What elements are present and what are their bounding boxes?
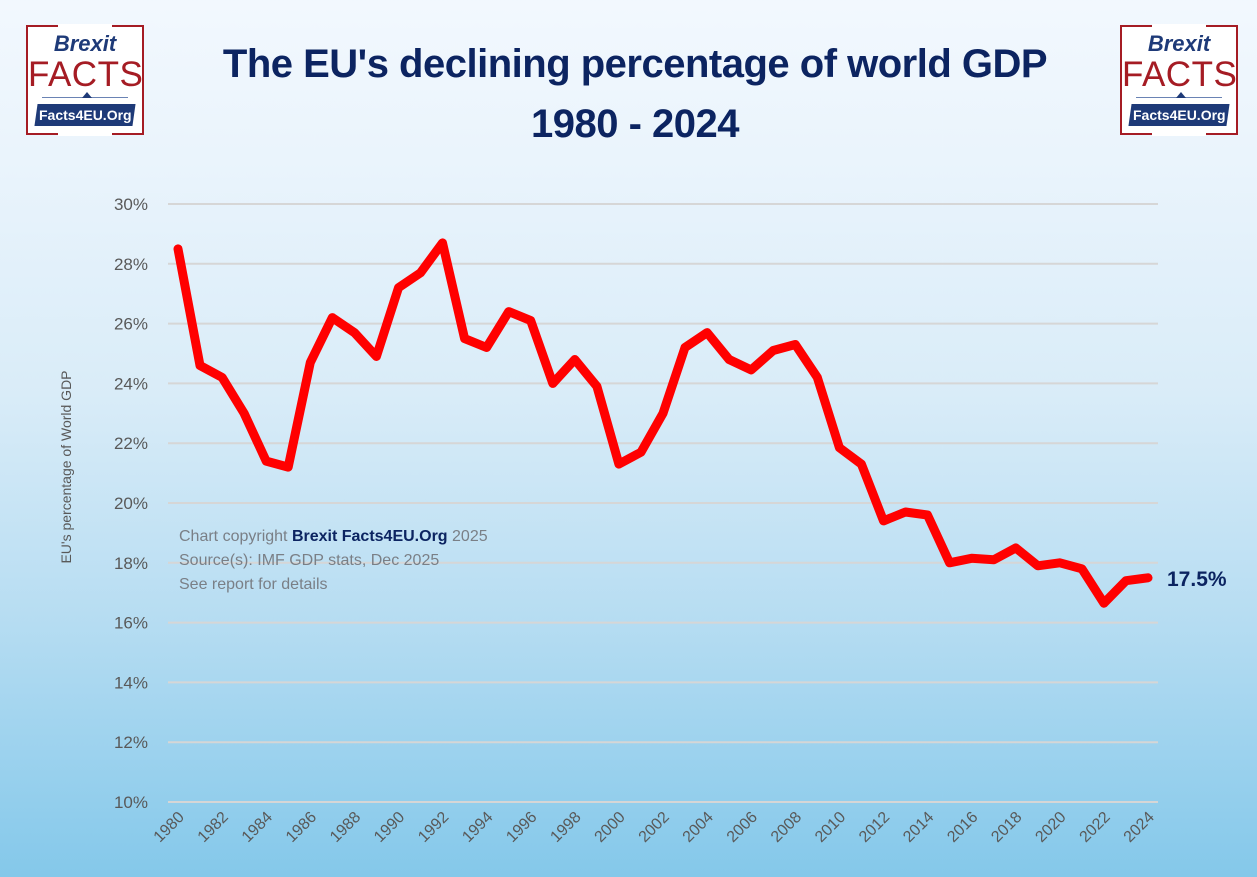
logo-border-gap xyxy=(58,132,112,136)
x-tick-label: 1980 xyxy=(151,809,188,846)
series-line xyxy=(173,238,1153,608)
x-tick-label: 2010 xyxy=(812,809,849,846)
x-tick-label: 2008 xyxy=(768,809,805,846)
x-tick-label: 2024 xyxy=(1121,809,1158,846)
y-tick-label: 10% xyxy=(114,793,148,812)
details-note: See report for details xyxy=(179,576,328,593)
logo-facts-text: FACTS xyxy=(28,55,144,94)
x-tick-label: 2004 xyxy=(680,809,717,846)
logo-brexit-text: Brexit xyxy=(1147,31,1211,56)
x-tick-label: 2002 xyxy=(636,809,673,846)
chart-subtitle: 1980 - 2024 xyxy=(530,102,740,146)
logo-triangle-icon xyxy=(1176,92,1186,98)
brexit-facts-logo-right: Brexit FACTS Facts4EU.Org xyxy=(1120,24,1238,136)
y-tick-label: 24% xyxy=(114,374,148,393)
copyright-prefix: Chart copyright xyxy=(179,528,288,545)
y-axis-label: EU's percentage of World GDP xyxy=(58,370,74,563)
gridlines xyxy=(168,203,1158,803)
chart-title: The EU's declining percentage of world G… xyxy=(222,42,1048,86)
source-note: Source(s): IMF GDP stats, Dec 2025 xyxy=(179,552,440,569)
x-tick-label: 2012 xyxy=(856,809,893,846)
logo-triangle-icon xyxy=(82,92,92,98)
y-tick-label: 22% xyxy=(114,434,148,453)
copyright-note: Chart copyright Brexit Facts4EU.Org 2025 xyxy=(179,528,488,546)
x-tick-label: 2016 xyxy=(944,809,981,846)
x-tick-label: 1984 xyxy=(239,809,276,846)
logo-facts-text: FACTS xyxy=(1122,55,1238,94)
x-tick-label: 1994 xyxy=(459,809,496,846)
x-tick-label: 1990 xyxy=(371,809,408,846)
y-tick-label: 18% xyxy=(114,554,148,573)
logo-border-gap xyxy=(58,24,112,28)
logo-brexit-text: Brexit xyxy=(53,31,117,56)
y-tick-label: 16% xyxy=(114,614,148,633)
y-tick-label: 30% xyxy=(114,195,148,214)
brexit-facts-logo-left: Brexit FACTS Facts4EU.Org xyxy=(26,24,144,136)
x-tick-label: 1982 xyxy=(195,809,232,846)
copyright-brand: Brexit Facts4EU.Org xyxy=(291,528,448,545)
x-tick-label: 1986 xyxy=(283,809,320,846)
x-tick-label: 2006 xyxy=(724,809,761,846)
x-tick-label: 2000 xyxy=(592,809,629,846)
x-tick-label: 1998 xyxy=(547,809,584,846)
x-tick-label: 2014 xyxy=(900,809,937,846)
y-tick-label: 20% xyxy=(114,494,148,513)
y-axis-ticks: 10% 12% 14% 16% 18% 20% 22% 24% 26% 28% 30% xyxy=(114,195,148,812)
x-tick-label: 2020 xyxy=(1032,809,1069,846)
logo-border-gap xyxy=(1152,24,1206,28)
x-tick-label: 1996 xyxy=(503,809,540,846)
y-tick-label: 12% xyxy=(114,733,148,752)
x-tick-label: 1988 xyxy=(327,809,364,846)
y-tick-label: 14% xyxy=(114,673,148,692)
x-axis-ticks: 1980 1982 1984 1986 1988 1990 1992 1994 1996 1998… xyxy=(151,809,1158,846)
y-tick-label: 28% xyxy=(114,255,148,274)
end-value-label: 17.5% xyxy=(1167,568,1227,591)
series-group xyxy=(173,238,1153,608)
logo-border-gap xyxy=(1152,132,1206,136)
x-tick-label: 1992 xyxy=(415,809,452,846)
x-tick-label: 2022 xyxy=(1077,809,1114,846)
y-tick-label: 26% xyxy=(114,315,148,334)
x-tick-label: 2018 xyxy=(988,809,1025,846)
copyright-year: 2025 xyxy=(452,528,488,545)
